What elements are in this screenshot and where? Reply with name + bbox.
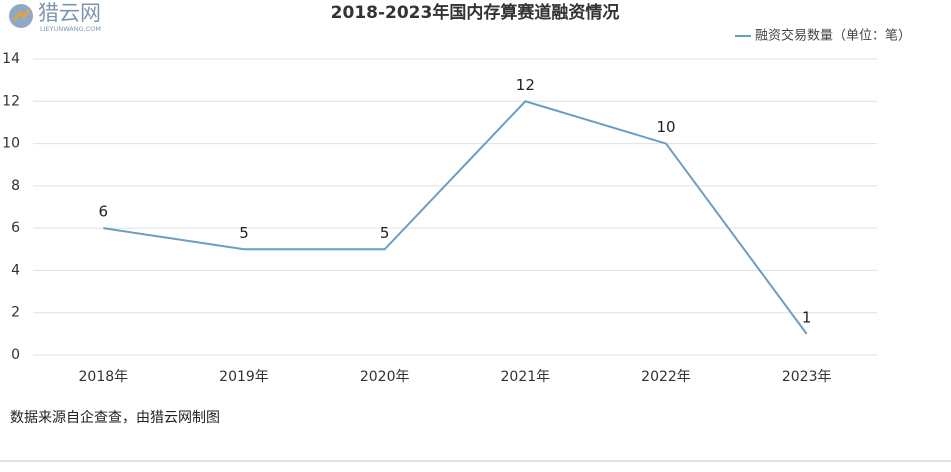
series-line: [103, 100, 808, 335]
logo-domain: LIEYUNWANG.COM: [40, 25, 101, 33]
y-tick-label: 10: [2, 136, 20, 152]
chart-title: 2018-2023年国内存算赛道融资情况: [331, 2, 620, 23]
y-tick-label: 14: [2, 51, 20, 67]
y-tick-label: 0: [11, 347, 20, 363]
x-tick-label: 2022年: [641, 369, 691, 385]
logo-icon-arrow: [13, 9, 31, 21]
y-tick-label: 8: [11, 178, 20, 194]
data-label: 5: [239, 224, 249, 242]
data-label: 1: [802, 308, 812, 326]
logo-name: 猎云网: [38, 1, 101, 25]
y-tick-label: 4: [11, 262, 20, 278]
x-tick-label: 2019年: [219, 369, 269, 385]
logo-icon: [9, 4, 33, 28]
source-note: 数据来源自企查查，由猎云网制图: [10, 409, 220, 426]
logo: 猎云网 LIEYUNWANG.COM: [9, 1, 101, 33]
data-label: 10: [656, 118, 675, 136]
x-tick-label: 2020年: [360, 369, 410, 385]
data-label: 5: [380, 224, 390, 242]
legend-label: 融资交易数量（单位：笔）: [755, 28, 911, 44]
y-tick-label: 2: [11, 305, 20, 321]
y-tick-label: 6: [11, 220, 20, 236]
data-label: 12: [516, 76, 535, 94]
x-tick-label: 2023年: [782, 369, 832, 385]
x-tick-label: 2018年: [79, 369, 129, 385]
y-tick-label: 12: [2, 93, 20, 109]
data-label: 6: [99, 203, 109, 221]
x-tick-label: 2021年: [501, 369, 551, 385]
